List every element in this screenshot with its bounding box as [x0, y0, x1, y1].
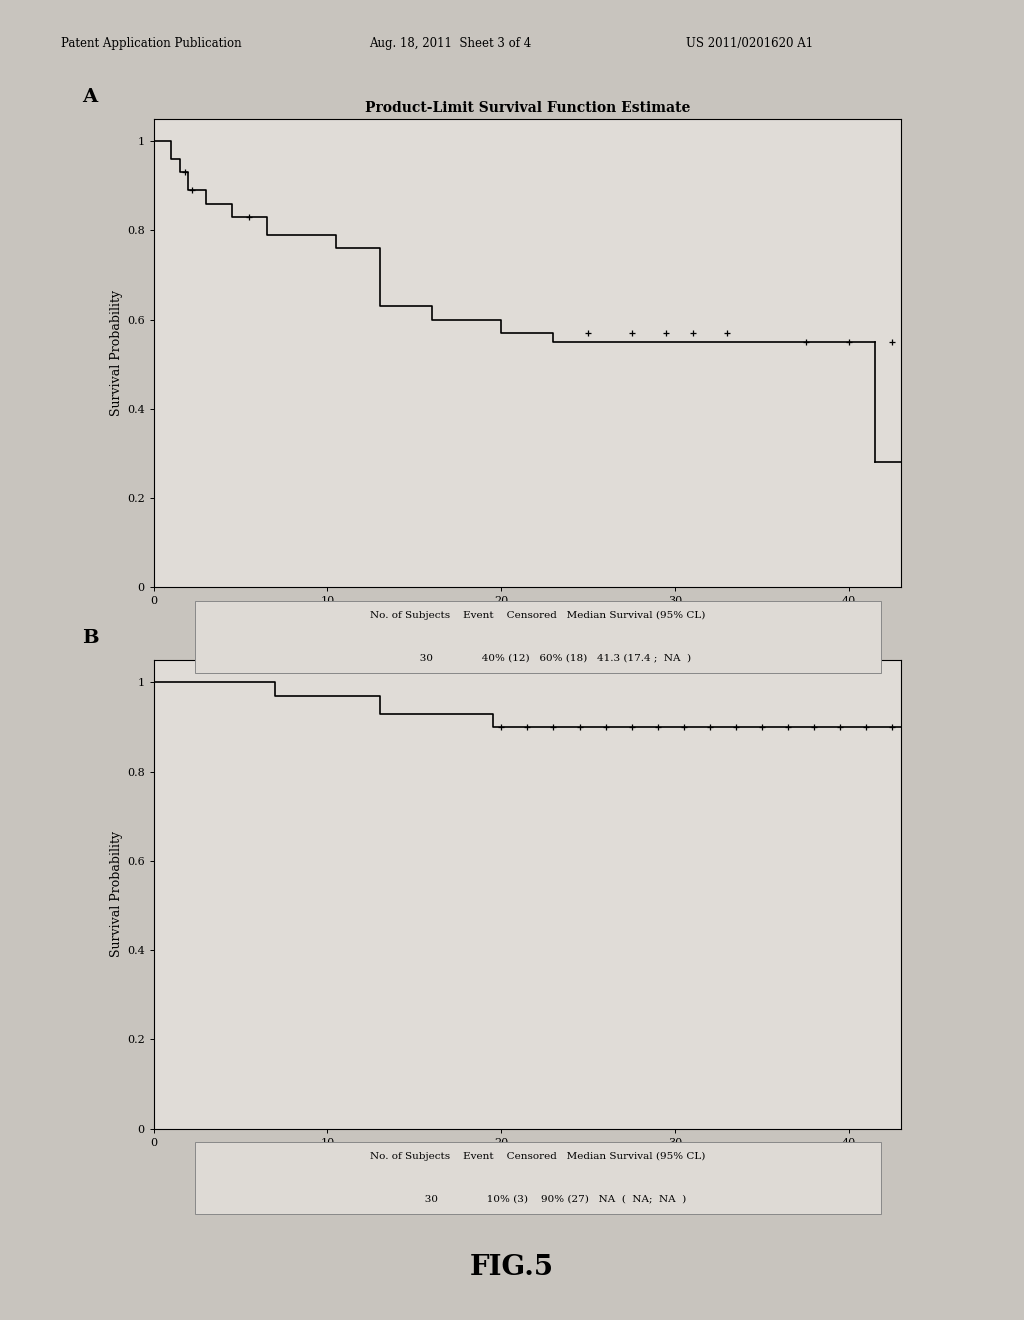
- Text: 30               10% (3)    90% (27)   NA  (  NA;  NA  ): 30 10% (3) 90% (27) NA ( NA; NA ): [389, 1195, 686, 1204]
- X-axis label: OS (months): OS (months): [487, 1152, 567, 1164]
- Title: Product-Limit Survival Function Estimate: Product-Limit Survival Function Estimate: [365, 642, 690, 656]
- Text: Aug. 18, 2011  Sheet 3 of 4: Aug. 18, 2011 Sheet 3 of 4: [369, 37, 530, 50]
- Title: Product-Limit Survival Function Estimate: Product-Limit Survival Function Estimate: [365, 100, 690, 115]
- Text: US 2011/0201620 A1: US 2011/0201620 A1: [686, 37, 813, 50]
- Text: No. of Subjects    Event    Censored   Median Survival (95% CL): No. of Subjects Event Censored Median Su…: [370, 611, 706, 620]
- Text: Patent Application Publication: Patent Application Publication: [61, 37, 242, 50]
- Text: No. of Subjects    Event    Censored   Median Survival (95% CL): No. of Subjects Event Censored Median Su…: [370, 1152, 706, 1162]
- Y-axis label: Survival Probability: Survival Probability: [110, 290, 123, 416]
- Text: A: A: [82, 87, 97, 106]
- Text: B: B: [82, 628, 98, 647]
- Text: FIG.5: FIG.5: [470, 1254, 554, 1280]
- X-axis label: PFS (Months): PFS (Months): [483, 611, 571, 623]
- Y-axis label: Survival Probability: Survival Probability: [110, 832, 123, 957]
- Text: 30               40% (12)   60% (18)   41.3 (17.4 ;  NA  ): 30 40% (12) 60% (18) 41.3 (17.4 ; NA ): [384, 653, 691, 663]
